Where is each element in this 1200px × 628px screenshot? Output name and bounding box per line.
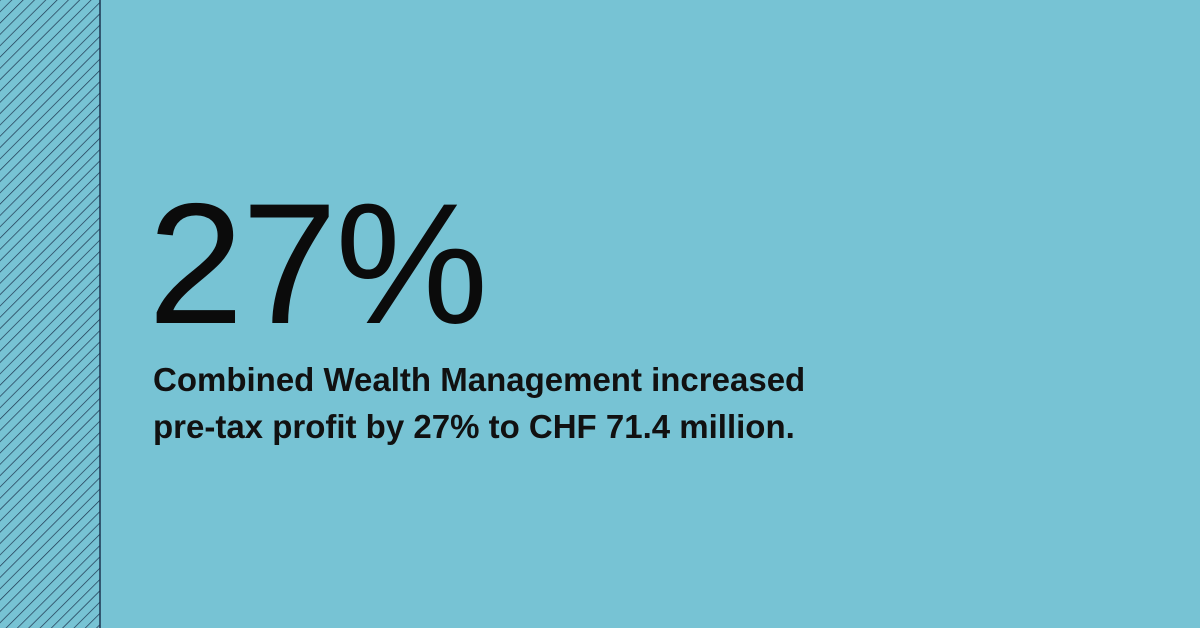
- description-line: pre-tax profit by 27% to CHF 71.4 millio…: [153, 408, 795, 445]
- hatch-panel: [0, 0, 101, 628]
- description-line: Combined Wealth Management increased: [153, 361, 806, 398]
- hatch-fill: [0, 0, 100, 628]
- headline: 27%: [148, 168, 488, 360]
- description: Combined Wealth Management increased pre…: [153, 356, 805, 450]
